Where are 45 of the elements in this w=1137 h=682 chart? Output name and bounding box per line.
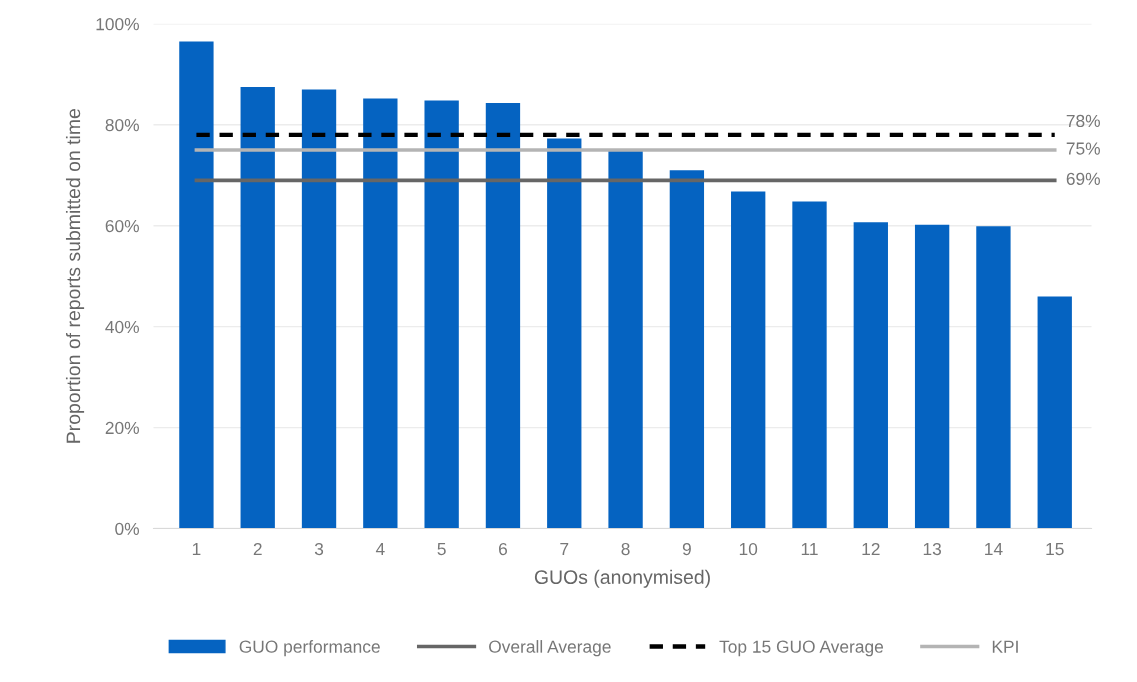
- x-axis-title: GUOs (anonymised): [534, 569, 710, 588]
- x-tick-label: 6: [499, 542, 508, 556]
- x-tick-label: 13: [923, 542, 942, 556]
- x-tick-label: 1: [192, 543, 201, 556]
- legend-label: KPI: [992, 640, 1018, 653]
- x-tick-label: 2: [253, 542, 262, 556]
- bar: [608, 150, 643, 529]
- x-tick-label: 15: [1046, 543, 1064, 556]
- bar: [547, 138, 582, 529]
- x-tick-label: 5: [437, 543, 446, 556]
- bar: [669, 170, 705, 529]
- bar: [976, 226, 1011, 529]
- bar: [485, 103, 521, 529]
- x-tick-label: 4: [375, 543, 385, 556]
- bar: [792, 201, 827, 529]
- data-label: 69%: [1066, 172, 1100, 185]
- bar: [179, 41, 214, 529]
- y-tick-label: 100%: [96, 18, 139, 31]
- x-tick-label: 14: [985, 543, 1003, 556]
- legend-label: Overall Average: [489, 640, 611, 657]
- bar: [424, 100, 459, 529]
- x-tick-label: 10: [739, 542, 758, 556]
- x-tick-label: 8: [621, 542, 630, 556]
- bar: [731, 191, 766, 529]
- legend-label: GUO performance: [239, 640, 380, 657]
- x-tick-label: 9: [682, 542, 691, 556]
- bar: [301, 89, 337, 529]
- data-label: 75%: [1066, 142, 1100, 155]
- y-tick-label: 20%: [105, 421, 139, 435]
- x-tick-label: 11: [801, 543, 818, 556]
- bar: [1037, 296, 1072, 529]
- y-tick-label: 0%: [115, 522, 139, 536]
- data-label: 78%: [1066, 114, 1100, 128]
- y-tick-label: 80%: [105, 118, 139, 132]
- legend-label: Top 15 GUO Average: [719, 640, 884, 657]
- x-tick-label: 12: [862, 542, 880, 556]
- bar: [914, 224, 950, 529]
- bar: [853, 222, 888, 529]
- x-tick-label: 7: [560, 543, 569, 556]
- bar: [240, 86, 275, 529]
- x-tick-label: 3: [314, 542, 324, 556]
- y-tick-label: 40%: [105, 320, 139, 334]
- bar: [363, 98, 398, 529]
- y-tick-label: 60%: [105, 219, 139, 233]
- y-axis-title: Proportion of reports submitted on time: [65, 109, 85, 443]
